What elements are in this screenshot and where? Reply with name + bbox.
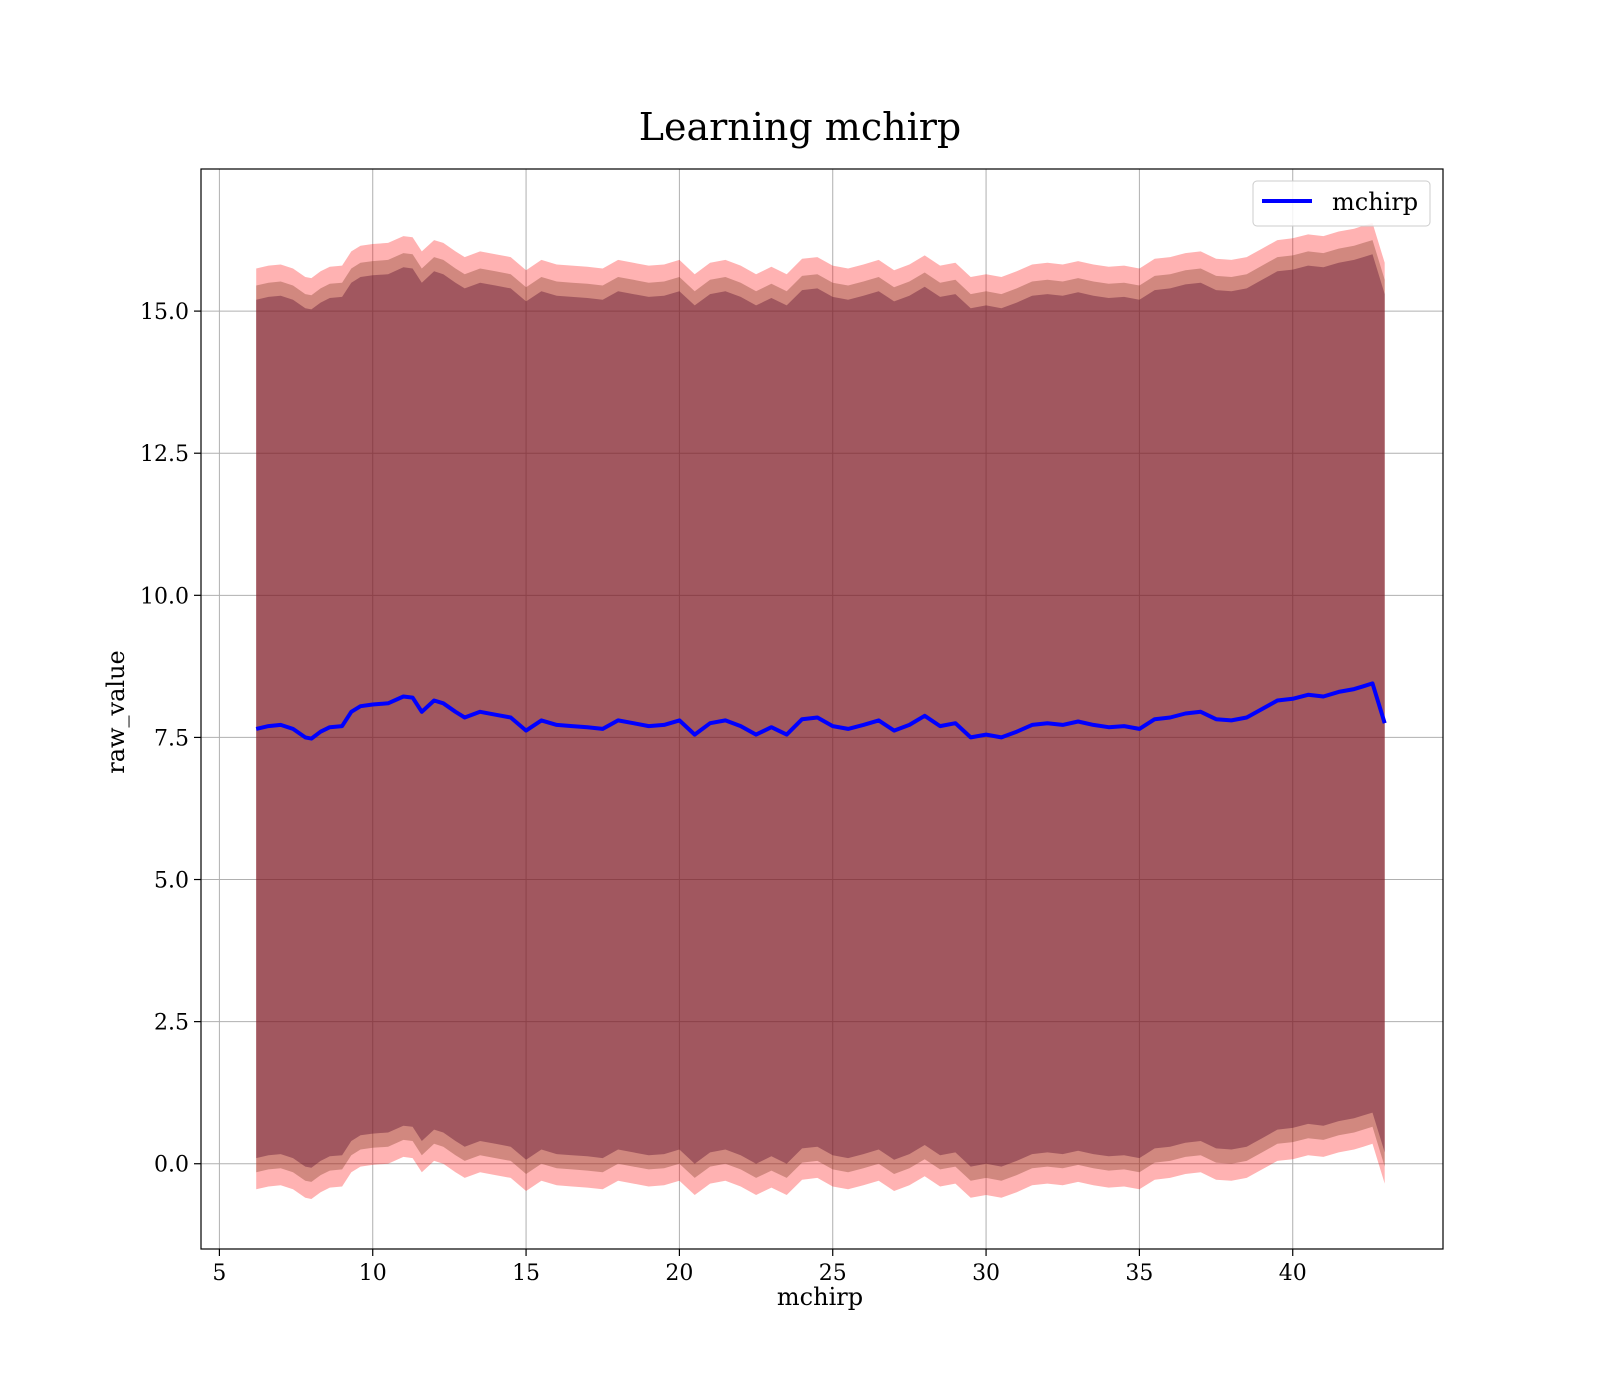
y-axis-ticks: 0.0 2.5 5.0 7.5 10.0 12.5 15.0 — [140, 300, 201, 1178]
x-tick-label: 10 — [359, 1261, 387, 1286]
x-tick-label: 25 — [819, 1261, 847, 1286]
confidence-band-3 — [256, 254, 1385, 1168]
legend: mchirp — [1252, 180, 1431, 227]
y-tick-label: 0.0 — [154, 1153, 189, 1178]
confidence-band-2 — [256, 240, 1385, 1182]
grid — [201, 169, 1443, 1249]
y-tick-label: 15.0 — [140, 300, 189, 325]
series-line-mchirp — [255, 681, 1387, 741]
x-tick-label: 20 — [665, 1261, 693, 1286]
legend-box — [1252, 180, 1431, 227]
x-axis-label: mchirp — [777, 1283, 863, 1311]
x-tick-label: 5 — [212, 1261, 226, 1286]
y-tick-label: 10.0 — [140, 584, 189, 609]
plot-frame — [200, 168, 1444, 1250]
x-tick-label: 30 — [972, 1261, 1000, 1286]
legend-entry-mchirp: mchirp — [1332, 188, 1418, 216]
uncertainty-bands — [256, 223, 1385, 1199]
x-tick-label: 15 — [512, 1261, 540, 1286]
y-tick-label: 5.0 — [154, 869, 189, 894]
y-tick-label: 7.5 — [154, 726, 189, 751]
series-lines — [255, 681, 1387, 741]
x-axis-ticks: 5 10 15 20 25 30 35 40 — [212, 1249, 1307, 1286]
y-tick-label: 12.5 — [140, 442, 189, 467]
y-axis-label: raw_value — [102, 650, 130, 774]
confidence-band-1 — [256, 223, 1385, 1199]
x-tick-label: 35 — [1125, 1261, 1153, 1286]
chart-title: Learning mchirp — [639, 105, 961, 149]
plot-area — [200, 168, 1444, 1250]
y-tick-label: 2.5 — [154, 1011, 189, 1036]
x-tick-label: 40 — [1279, 1261, 1307, 1286]
